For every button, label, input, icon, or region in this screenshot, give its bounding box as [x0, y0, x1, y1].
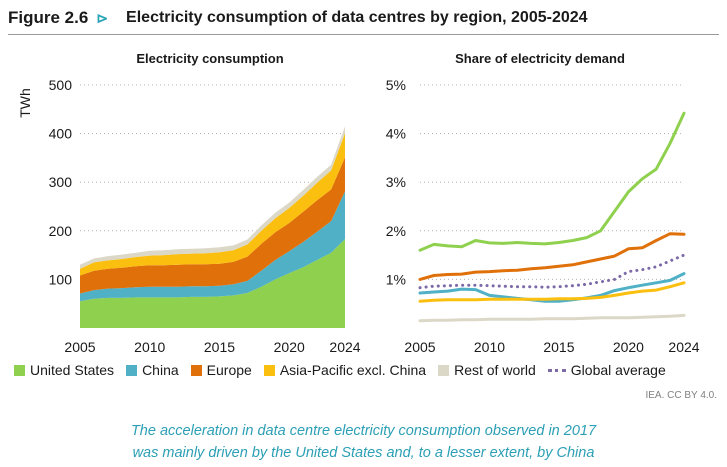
right-x-tick-label: 2010 [474, 339, 505, 355]
source-note: IEA. CC BY 4.0. [645, 390, 717, 401]
figure-arrow-icon: ⊳ [96, 9, 109, 26]
left-y-axis-label: TWh [17, 88, 33, 118]
left-y-tick-label: 200 [49, 223, 73, 239]
line-china [418, 272, 686, 303]
legend-item-global-average: Global average [547, 362, 666, 378]
legend-item-europe: Europe [190, 362, 252, 378]
left-x-tick-label: 2010 [134, 339, 165, 355]
left-x-tick-label: 2005 [64, 339, 95, 355]
left-x-tick-label: 2024 [329, 339, 360, 355]
right-x-tick-label: 2015 [543, 339, 574, 355]
caption-line-2: was mainly driven by the United States a… [132, 445, 595, 461]
figure-header: Figure 2.6 ⊳ Electricity consumption of … [8, 6, 588, 30]
header-divider [8, 34, 719, 35]
area-united-states [80, 239, 345, 328]
figure-label: Figure 2.6 [8, 8, 89, 27]
area-china [80, 191, 345, 302]
legend-swatch-icon [126, 364, 138, 376]
left-x-tick-label: 2020 [274, 339, 305, 355]
legend-item-rest-of-world: Rest of world [438, 362, 536, 378]
right-x-tick-label: 2005 [404, 339, 435, 355]
left-panel-title: Electricity consumption [136, 51, 284, 66]
line-united-states [418, 111, 686, 252]
legend-swatch-icon [14, 364, 25, 376]
left-y-tick-label: 500 [49, 77, 73, 93]
legend-item-united-states: United States [14, 362, 114, 378]
right-panel-title: Share of electricity demand [455, 51, 625, 66]
legend-label: United States [30, 362, 115, 378]
right-x-tick-label: 2020 [613, 339, 644, 355]
area-asia-pacific [80, 133, 345, 276]
caption-line-1: The acceleration in data centre electric… [130, 423, 597, 439]
chart-legend: United States China Europe Asia-Pacific exc… [14, 362, 678, 378]
legend-dotted-line-icon [547, 368, 566, 372]
left-y-tick-label: 100 [49, 271, 73, 287]
legend-item-china: China [126, 362, 179, 378]
right-y-tick-label: 5% [386, 77, 406, 93]
legend-swatch-icon [190, 364, 202, 376]
line-asia-pacific [418, 281, 686, 303]
left-y-tick-label: 400 [49, 126, 73, 142]
right-y-tick-label: 4% [386, 126, 406, 142]
legend-label: Global average [570, 362, 666, 378]
right-y-tick-label: 1% [386, 271, 406, 287]
line-global-average [418, 253, 686, 290]
charts-canvas: 100 200 300 400 500 TWh 2005 2010 2015 2020 2024 1%… [17, 77, 700, 355]
legend-item-asia-pacific: Asia-Pacific excl. China [263, 362, 427, 378]
right-x-tick-label: 2024 [668, 339, 699, 355]
legend-label: Asia-Pacific excl. China [279, 362, 427, 378]
line-europe [418, 232, 686, 281]
left-x-tick-label: 2015 [204, 339, 235, 355]
right-y-tick-label: 3% [386, 174, 406, 190]
legend-label: China [142, 362, 179, 378]
legend-swatch-icon [263, 364, 275, 376]
left-y-tick-label: 300 [49, 174, 73, 190]
line-rest-of-world [418, 313, 686, 323]
legend-swatch-icon [438, 364, 450, 376]
area-europe [80, 157, 345, 294]
legend-label: Rest of world [454, 362, 536, 378]
figure-title: Electricity consumption of data centres … [126, 9, 588, 26]
right-y-tick-label: 2% [386, 223, 406, 239]
legend-label: Europe [206, 362, 252, 378]
